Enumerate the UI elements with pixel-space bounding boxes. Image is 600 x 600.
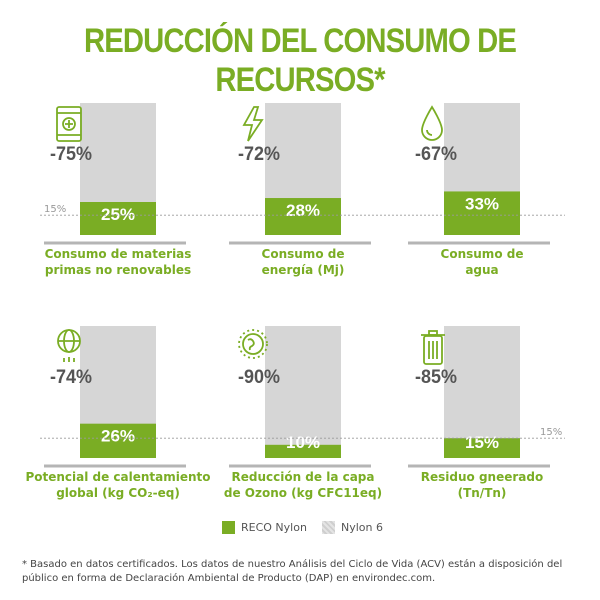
category-label-line: Reducción de la capa [231,470,374,484]
category-label-line: de Ozono (kg CFC11eq) [224,486,382,500]
bar-reco-nylon [444,191,520,235]
category-label-line: agua [465,263,498,277]
bar-nylon-6 [265,326,341,458]
reference-line-label: 15% [540,427,562,438]
legend: RECO Nylon Nylon 6 [0,521,600,541]
reduction-percent: -74% [50,367,92,388]
page-title: REDUCCIÓN DEL CONSUMO DE RECURSOS* [83,22,517,99]
bar-reco-nylon [80,202,156,235]
bar-reco-nylon [444,438,520,458]
category-label-line: Potencial de calentamiento [25,470,210,484]
category-label-line: Consumo de materias [45,247,192,261]
category-label-line: Consumo de [441,247,524,261]
bar-value-label: 28% [286,201,320,220]
bar-value-label: 10% [286,433,320,452]
category-label-line: primas no renovables [45,263,191,277]
earth-ozone-icon [238,329,268,359]
bar-value-label: 33% [465,194,499,213]
reduction-percent: -72% [238,144,280,165]
legend-item-reco-nylon: RECO Nylon [222,521,307,534]
bar-nylon-6 [444,326,520,458]
trash-can-icon [421,330,445,365]
legend-swatch-green [222,521,235,534]
reduction-percent: -85% [415,367,457,388]
category-label-line: global (kg CO₂-eq) [56,486,180,500]
category-label-line: Consumo de [262,247,345,261]
category-label-line: (Tn/Tn) [458,486,507,500]
bar-reco-nylon [80,423,156,458]
reduction-percent: -90% [238,367,280,388]
legend-label: RECO Nylon [241,521,307,534]
bar-value-label: 15% [465,433,499,452]
bar-value-label: 26% [101,427,135,446]
legend-item-nylon-6: Nylon 6 [322,521,383,534]
barrel-icon [56,106,82,142]
reduction-percent: -75% [50,144,92,165]
chart-area: 25% -75% Consumo de materias primas no reno… [25,103,565,500]
category-label-line: Residuo gneerado [421,470,543,484]
legend-label: Nylon 6 [341,521,383,534]
bar-reco-nylon [265,198,341,235]
globe-rain-icon [57,329,81,362]
legend-swatch-gray [322,521,335,534]
bar-value-label: 25% [101,205,135,224]
lightning-icon [242,106,264,142]
reduction-percent: -67% [415,144,457,165]
category-label-line: energía (Mj) [262,263,345,277]
water-drop-icon [421,105,443,141]
bar-reco-nylon [265,444,341,458]
reference-line-label: 15% [44,204,66,215]
footnote: * Basado en datos certificados. Los dato… [22,559,563,584]
